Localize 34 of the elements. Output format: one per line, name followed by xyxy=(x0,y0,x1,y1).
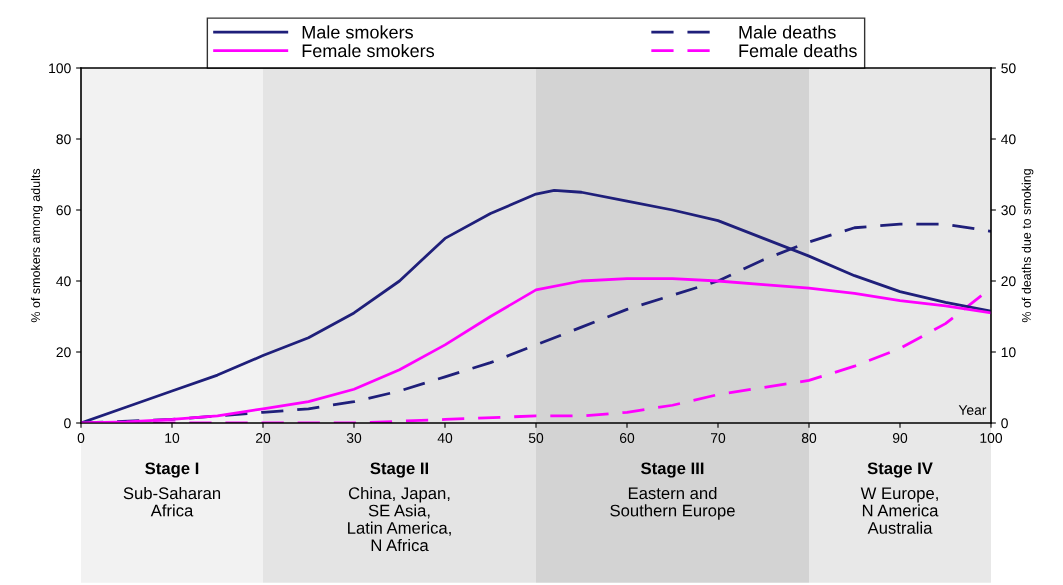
x-tick-label: 20 xyxy=(255,433,271,443)
legend-label: Female smokers xyxy=(302,43,435,58)
y-axis-title: % of smokers among adults xyxy=(30,168,43,323)
y2-tick-label: 40 xyxy=(1001,134,1016,145)
legend-label: Female deaths xyxy=(739,43,857,58)
x-tick-label: 0 xyxy=(77,433,85,443)
band-label: Stage II China, Japan, SE Asia, Latin America, N Africa xyxy=(348,462,451,552)
legend-label: Male deaths xyxy=(739,25,836,39)
y2-tick-label: 30 xyxy=(1001,205,1016,216)
y-tick-label: 80 xyxy=(56,134,71,145)
band-label: Stage I Sub-Saharan Africa xyxy=(123,462,221,517)
band-label: Stage IV W Europe, N America Australia xyxy=(860,462,939,534)
x-tick-label: 60 xyxy=(619,433,635,443)
x-axis-title: Year xyxy=(958,405,987,415)
y2-tick-label: 50 xyxy=(1001,63,1016,74)
y2-tick-label: 0 xyxy=(1001,418,1008,429)
x-tick-label: 70 xyxy=(710,433,726,443)
y-tick-label: 0 xyxy=(64,418,71,429)
legend-label: Male smokers xyxy=(302,25,413,39)
x-tick-label: 40 xyxy=(437,433,453,443)
x-tick-label: 30 xyxy=(346,433,362,443)
x-tick-label: 50 xyxy=(528,433,544,443)
band-label: Stage III Eastern and Southern Europe xyxy=(610,462,735,520)
y2-tick-label: 20 xyxy=(1001,276,1016,287)
y-tick-label: 60 xyxy=(56,205,71,216)
x-tick-label: 100 xyxy=(980,433,1003,443)
y-tick-label: 100 xyxy=(49,63,71,74)
y2-tick-label: 10 xyxy=(1001,347,1016,358)
y-tick-label: 20 xyxy=(56,347,71,358)
y2-axis-title: % of deaths due to smoking xyxy=(1021,169,1034,323)
x-tick-label: 10 xyxy=(165,433,180,443)
y-tick-label: 40 xyxy=(56,276,71,287)
x-tick-label: 80 xyxy=(801,433,817,443)
x-tick-label: 90 xyxy=(892,433,908,443)
